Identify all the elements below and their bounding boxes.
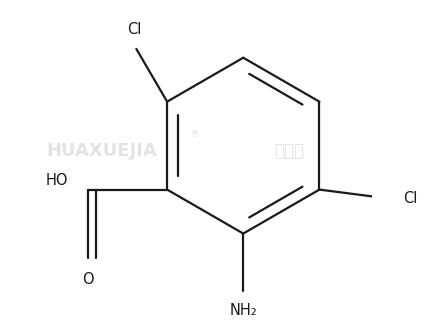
Text: Cl: Cl [127, 22, 141, 37]
Text: ®: ® [191, 130, 200, 139]
Text: O: O [82, 272, 94, 287]
Text: HUAXUEJIA: HUAXUEJIA [46, 142, 157, 160]
Text: 化学加: 化学加 [274, 142, 305, 160]
Text: NH₂: NH₂ [229, 303, 257, 318]
Text: Cl: Cl [403, 191, 417, 206]
Text: HO: HO [46, 173, 68, 188]
